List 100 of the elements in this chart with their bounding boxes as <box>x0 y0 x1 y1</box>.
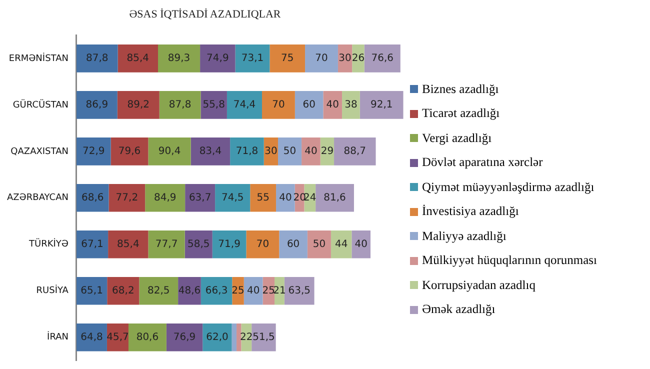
data-label: 74,4 <box>233 100 256 111</box>
bar <box>200 44 236 72</box>
data-label: 50 <box>312 238 326 250</box>
legend-label: Maliyyə azadlığı <box>422 228 506 244</box>
bar <box>159 91 201 119</box>
data-label: 76,9 <box>173 332 196 343</box>
bar <box>302 138 320 166</box>
bar <box>232 323 237 352</box>
data-label: 70 <box>272 100 285 111</box>
bar <box>305 44 338 72</box>
data-label: 85,4 <box>117 238 140 250</box>
data-label: 65,1 <box>80 285 103 296</box>
bar <box>185 184 216 212</box>
bar <box>202 323 232 352</box>
legend-label: Ticarət azadlığı <box>422 106 500 122</box>
data-label: 45,7 <box>106 332 129 343</box>
data-label: 86,9 <box>86 100 108 111</box>
y-tick-label: RUSİYA <box>36 284 70 296</box>
data-label: 68,2 <box>112 285 134 296</box>
bar <box>76 230 108 258</box>
bar <box>76 184 109 212</box>
bar <box>226 91 262 119</box>
data-label: 80,6 <box>136 332 159 343</box>
y-tick-label: AZƏRBAYCAN <box>6 193 68 204</box>
bar <box>139 276 178 305</box>
bar <box>307 230 331 258</box>
data-label: 66,3 <box>205 285 228 296</box>
legend-label: İnvestisiya azadlığı <box>422 204 519 220</box>
chart-title: ƏSAS İQTİSADİ AZADLIQLAR <box>129 7 282 20</box>
data-label: 50 <box>283 146 296 158</box>
data-label: 76,6 <box>371 53 394 64</box>
data-label: 55 <box>256 192 270 204</box>
data-label: 85,4 <box>126 53 150 64</box>
bar <box>148 138 191 166</box>
data-label: 63,5 <box>288 285 310 296</box>
legend-label: Dövlət aparatına xərclər <box>422 155 543 170</box>
data-label: 88,7 <box>344 146 366 158</box>
data-label: 77,2 <box>116 192 138 204</box>
data-label: 71,9 <box>218 238 240 250</box>
legend-label: Qiymət müəyyənləşdirmə azadlığı <box>422 180 594 195</box>
y-tick-label: ERMƏNİSTAN <box>8 52 68 64</box>
bar <box>148 230 185 258</box>
bar <box>316 184 354 212</box>
bar <box>108 184 146 212</box>
data-label: 40 <box>354 238 368 250</box>
data-label: 84,9 <box>154 192 176 204</box>
bar <box>294 91 324 119</box>
bar <box>352 230 371 258</box>
data-label: 40 <box>326 100 339 111</box>
bar <box>252 323 276 352</box>
y-tick-label: TÜRKİYƏ <box>28 238 68 250</box>
legend-label: Mülkiyyət hüquqlarının qorunması <box>422 253 597 268</box>
data-label: 72,9 <box>82 146 105 158</box>
data-label: 40 <box>279 192 292 204</box>
legend-label: Vergi azadlığı <box>422 130 492 146</box>
bar <box>342 91 360 119</box>
data-label: 75 <box>281 53 294 64</box>
bar <box>76 138 111 166</box>
data-label: 38 <box>344 100 358 111</box>
bar <box>76 91 118 119</box>
data-label: 71,8 <box>236 146 258 158</box>
bar <box>262 91 295 119</box>
bar <box>215 184 250 212</box>
bar <box>232 276 244 305</box>
data-label: 89,2 <box>127 100 150 111</box>
data-label: 82,5 <box>148 285 170 296</box>
bar <box>360 91 404 119</box>
bar <box>108 230 148 258</box>
bar <box>200 276 232 305</box>
y-tick-label: İRAN <box>47 330 68 343</box>
data-label: 22 <box>240 332 253 343</box>
bar <box>212 230 246 258</box>
data-label: 63,7 <box>188 192 212 204</box>
bar <box>364 44 400 72</box>
data-label: 64,8 <box>80 332 103 343</box>
data-label: 30 <box>264 146 278 158</box>
data-label: 90,4 <box>158 146 181 158</box>
legend-label: Biznes azadlığı <box>422 82 499 97</box>
data-label: 70 <box>256 238 270 250</box>
data-label: 70 <box>315 53 328 64</box>
data-label: 74,9 <box>206 53 229 64</box>
data-label: 48,6 <box>178 285 201 296</box>
data-label: 60 <box>302 100 316 111</box>
y-tick-label: GÜRCÜSTAN <box>12 98 68 110</box>
data-label: 44 <box>334 238 348 250</box>
legend-label: Korrupsiyadan azadlıq <box>422 278 536 293</box>
data-label: 58,5 <box>187 238 210 250</box>
data-label: 60 <box>286 238 300 250</box>
bar <box>334 138 376 166</box>
bar <box>76 276 108 305</box>
bar <box>276 184 295 212</box>
data-label: 79,6 <box>118 146 141 158</box>
bar <box>158 44 200 72</box>
data-label: 40 <box>246 285 260 296</box>
y-tick-label: QAZAXISTAN <box>10 146 68 157</box>
data-label: 51,5 <box>252 332 275 343</box>
bar <box>246 230 280 258</box>
data-label: 83,4 <box>199 146 222 158</box>
data-label: 26 <box>352 53 365 64</box>
data-label: 87,8 <box>168 100 192 111</box>
